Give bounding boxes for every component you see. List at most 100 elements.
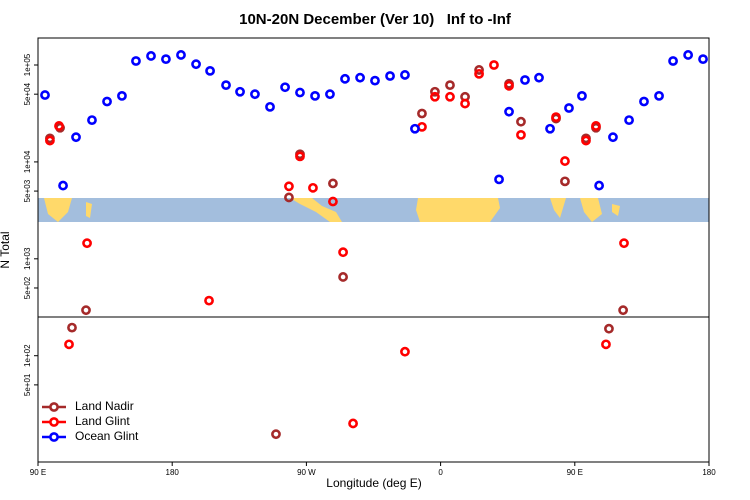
land — [550, 198, 566, 218]
point — [308, 182, 318, 193]
point — [235, 86, 245, 97]
map-strip — [38, 198, 709, 222]
point — [516, 116, 526, 127]
point — [295, 151, 305, 162]
point — [504, 106, 514, 117]
point — [161, 54, 171, 65]
legend-marker — [49, 402, 59, 412]
point — [295, 87, 305, 98]
point — [280, 82, 290, 93]
point — [146, 51, 156, 61]
land — [290, 198, 342, 222]
y-tick-label: 5e+03 — [23, 179, 32, 202]
point — [284, 192, 294, 203]
x-tick-label: 180 — [702, 468, 716, 477]
point — [639, 96, 649, 107]
point — [54, 121, 64, 131]
point — [534, 72, 544, 83]
land — [612, 204, 620, 216]
y-tick-label: 1e+04 — [23, 150, 32, 173]
point — [654, 90, 664, 101]
x-axis-label: Longitude (deg E) — [326, 476, 421, 490]
point — [591, 121, 601, 131]
point — [385, 71, 395, 81]
y-axis-label: N Total — [0, 231, 12, 268]
point — [271, 429, 281, 440]
point — [460, 98, 470, 109]
point — [310, 90, 320, 101]
point — [560, 156, 570, 166]
legend-label: Land Glint — [75, 414, 130, 428]
legend-marker — [49, 432, 59, 442]
point — [683, 50, 694, 60]
point — [176, 50, 186, 60]
point — [581, 135, 591, 146]
legend-marker — [49, 417, 59, 427]
point — [417, 108, 427, 119]
point — [325, 89, 335, 100]
point — [250, 89, 260, 100]
point — [474, 68, 484, 79]
point — [205, 65, 215, 76]
point — [64, 339, 74, 350]
y-tick-label: 1e+02 — [23, 344, 32, 367]
point — [400, 70, 410, 80]
point — [355, 72, 365, 83]
point — [87, 115, 97, 126]
x-tick-label: 180 — [166, 468, 180, 477]
x-tick-label: 90 E — [567, 468, 583, 477]
point — [45, 135, 55, 146]
point — [67, 322, 77, 333]
land — [86, 202, 92, 218]
point — [370, 75, 380, 86]
point — [504, 80, 514, 91]
point — [284, 181, 294, 192]
point — [338, 272, 348, 282]
point — [410, 123, 420, 134]
point — [348, 418, 358, 429]
point — [328, 196, 338, 207]
point — [131, 56, 141, 66]
y-tick-label: 1e+05 — [23, 53, 32, 76]
point — [594, 180, 605, 191]
point — [489, 60, 499, 70]
point — [494, 174, 504, 185]
point — [619, 238, 629, 249]
point — [430, 91, 440, 102]
point — [601, 339, 611, 350]
plot-frame — [37, 37, 710, 463]
point — [604, 323, 614, 334]
legend-label: Land Nadir — [75, 399, 134, 413]
point — [560, 176, 570, 187]
y-tick-label: 5e+01 — [23, 373, 32, 396]
point — [545, 123, 555, 134]
point — [624, 115, 634, 126]
point — [102, 96, 112, 107]
point — [117, 90, 127, 101]
point — [474, 65, 484, 75]
point — [608, 132, 618, 143]
point — [328, 178, 338, 189]
land — [416, 198, 500, 222]
point — [71, 132, 81, 143]
point — [430, 86, 440, 97]
chart-title: 10N-20N December (Ver 10) Inf to -Inf — [239, 11, 512, 28]
x-tick-label: 90 E — [30, 468, 46, 477]
point — [564, 103, 574, 113]
point — [204, 295, 214, 306]
point — [81, 305, 91, 316]
point — [445, 91, 455, 102]
point — [520, 75, 530, 85]
point — [82, 238, 92, 249]
point — [338, 247, 348, 258]
point — [698, 54, 708, 65]
point — [40, 90, 50, 100]
point — [668, 56, 678, 66]
x-tick-label: 0 — [438, 468, 443, 477]
point — [516, 129, 526, 140]
legend-label: Ocean Glint — [75, 429, 139, 443]
point — [618, 305, 629, 316]
point — [340, 73, 350, 84]
point — [221, 80, 231, 91]
